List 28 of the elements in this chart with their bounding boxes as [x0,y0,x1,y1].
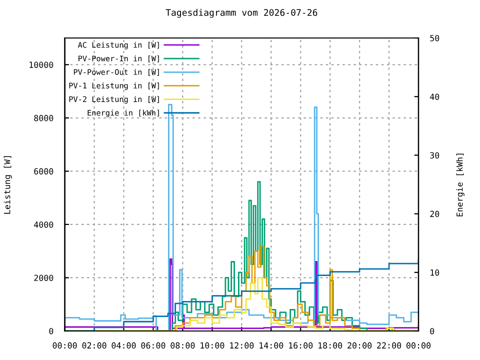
y-axis-title: Leistung [W] [4,156,12,214]
x-tick-label: 10:00 [200,342,224,349]
y-tick-label: 8000 [34,114,54,122]
x-tick-label: 12:00 [230,342,254,349]
x-tick-label: 00:00 [406,342,431,349]
x-tick-label: 20:00 [348,342,372,349]
y2-tick-label: 10 [430,269,440,276]
y2-tick-label: 50 [430,35,440,42]
x-tick-label: 16:00 [289,342,313,349]
x-tick-label: 00:00 [52,342,77,349]
y2-tick-label: 30 [430,152,440,159]
y2-axis-title: Energie [kWh] [456,154,464,216]
y-tick-label: 6000 [34,168,54,174]
y2-tick-label: 40 [430,94,440,100]
x-tick-label: 06:00 [141,342,166,349]
x-tick-label: 04:00 [112,342,136,349]
y-tick-label: 10000 [30,62,54,68]
x-tick-label: 14:00 [260,342,284,349]
y-tick-label: 4000 [34,221,54,228]
chart-title: Tagesdiagramm vom 2026-07-26 [166,8,318,18]
x-tick-label: 02:00 [82,342,106,349]
x-tick-label: 18:00 [318,342,342,349]
x-tick-label: 08:00 [170,342,195,349]
y-tick-label: 2000 [34,274,54,282]
y2-tick-label: 0 [430,328,434,334]
x-tick-label: 22:00 [377,342,402,349]
y2-tick-label: 20 [430,210,440,218]
y-tick-label: 0 [49,328,54,334]
